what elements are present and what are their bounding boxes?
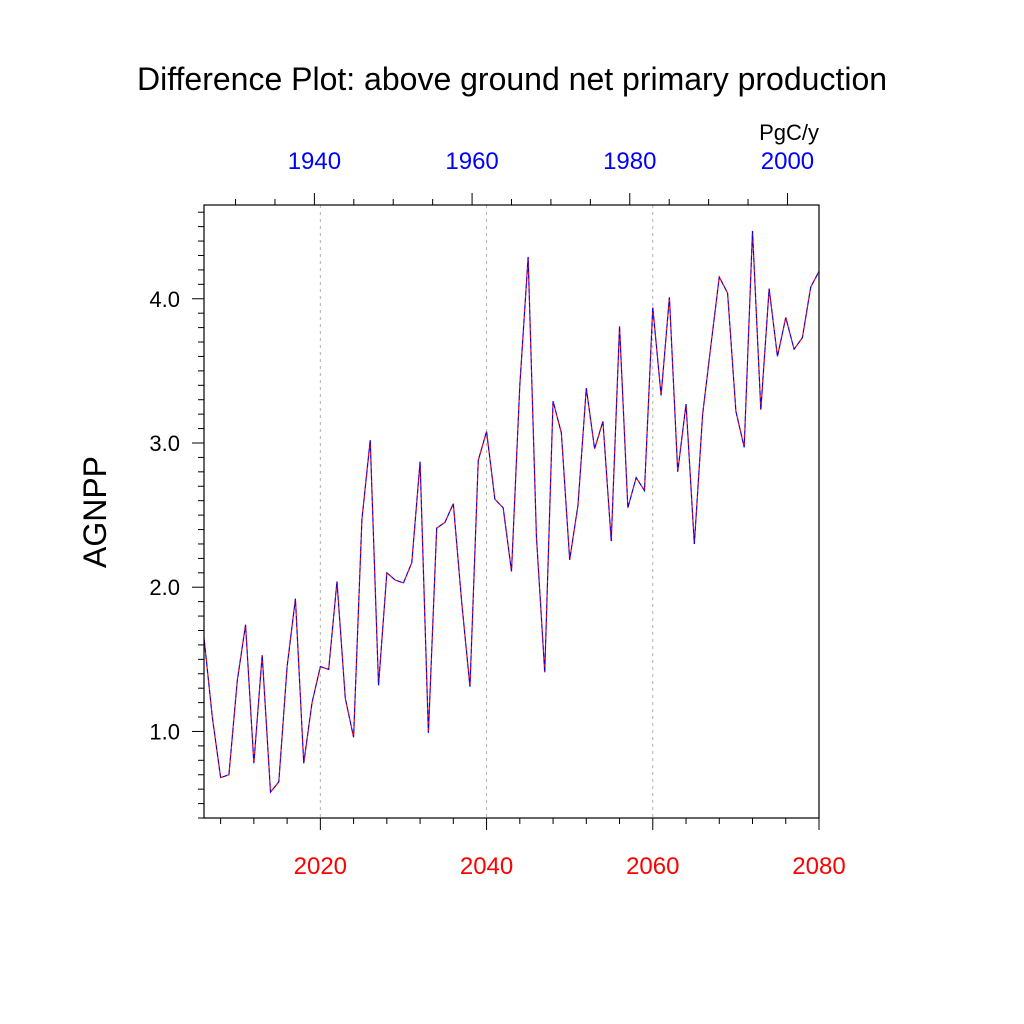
series-line-1 — [203, 230, 820, 794]
top-tick-label-1980: 1980 — [603, 148, 656, 175]
units-label: PgC/y — [759, 120, 819, 145]
y-tick-label-3.0: 3.0 — [149, 431, 180, 456]
y-tick-label-4.0: 4.0 — [149, 287, 180, 312]
bottom-tick-label-2040: 2040 — [460, 853, 513, 880]
top-tick-label-1960: 1960 — [445, 148, 498, 175]
y-tick-label-2.0: 2.0 — [149, 575, 180, 600]
series-line-2 — [203, 230, 820, 794]
top-tick-label-1940: 1940 — [288, 148, 341, 175]
y-axis-label: AGNPP — [77, 456, 113, 568]
y-tick-label-1.0: 1.0 — [149, 719, 180, 744]
grid-lines — [319, 205, 654, 818]
top-tick-label-2000: 2000 — [761, 148, 814, 175]
axes — [192, 193, 820, 830]
chart-title: Difference Plot: above ground net primar… — [137, 61, 887, 97]
series-lines — [203, 230, 820, 794]
bottom-tick-label-2080: 2080 — [792, 853, 845, 880]
plot-frame — [203, 204, 820, 819]
tick-labels: 1.0 2.0 3.0 4.0 2020 2040 2060 2080 1940 1960 1980… — [149, 148, 845, 880]
bottom-tick-label-2060: 2060 — [626, 853, 679, 880]
bottom-tick-label-2020: 2020 — [294, 853, 347, 880]
